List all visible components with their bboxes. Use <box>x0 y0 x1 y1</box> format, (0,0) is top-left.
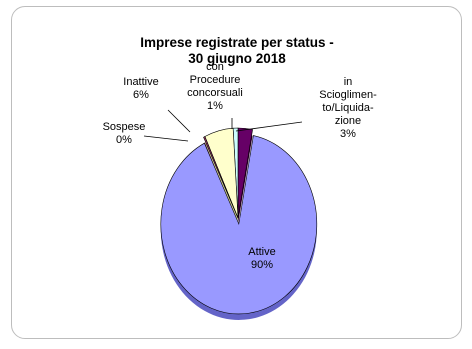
leader-line-scioglimento <box>235 121 303 132</box>
pie-slices <box>160 127 318 315</box>
leader-lines <box>143 109 303 142</box>
pie-slice-sospese <box>203 136 239 219</box>
slice-label-procedure: con Procedure concorsuali 1% <box>187 61 243 112</box>
slice-label-attive: Attive 90% <box>248 246 276 271</box>
slice-label-inattive: Inattive 6% <box>123 76 158 101</box>
pie-slice-attive <box>160 135 318 315</box>
leader-line-sospese <box>143 135 189 142</box>
slice-label-sospese: Sospese 0% <box>103 121 146 146</box>
chart-title: Imprese registrate per status - 30 giugn… <box>140 35 334 66</box>
slice-labels: Attive 90% in Scioglimen-to/Liquida-zione 3%… <box>103 61 377 271</box>
leader-line-inattive <box>167 109 191 133</box>
slice-label-scioglimento: in Scioglimen-to/Liquida-zione 3% <box>319 76 377 140</box>
